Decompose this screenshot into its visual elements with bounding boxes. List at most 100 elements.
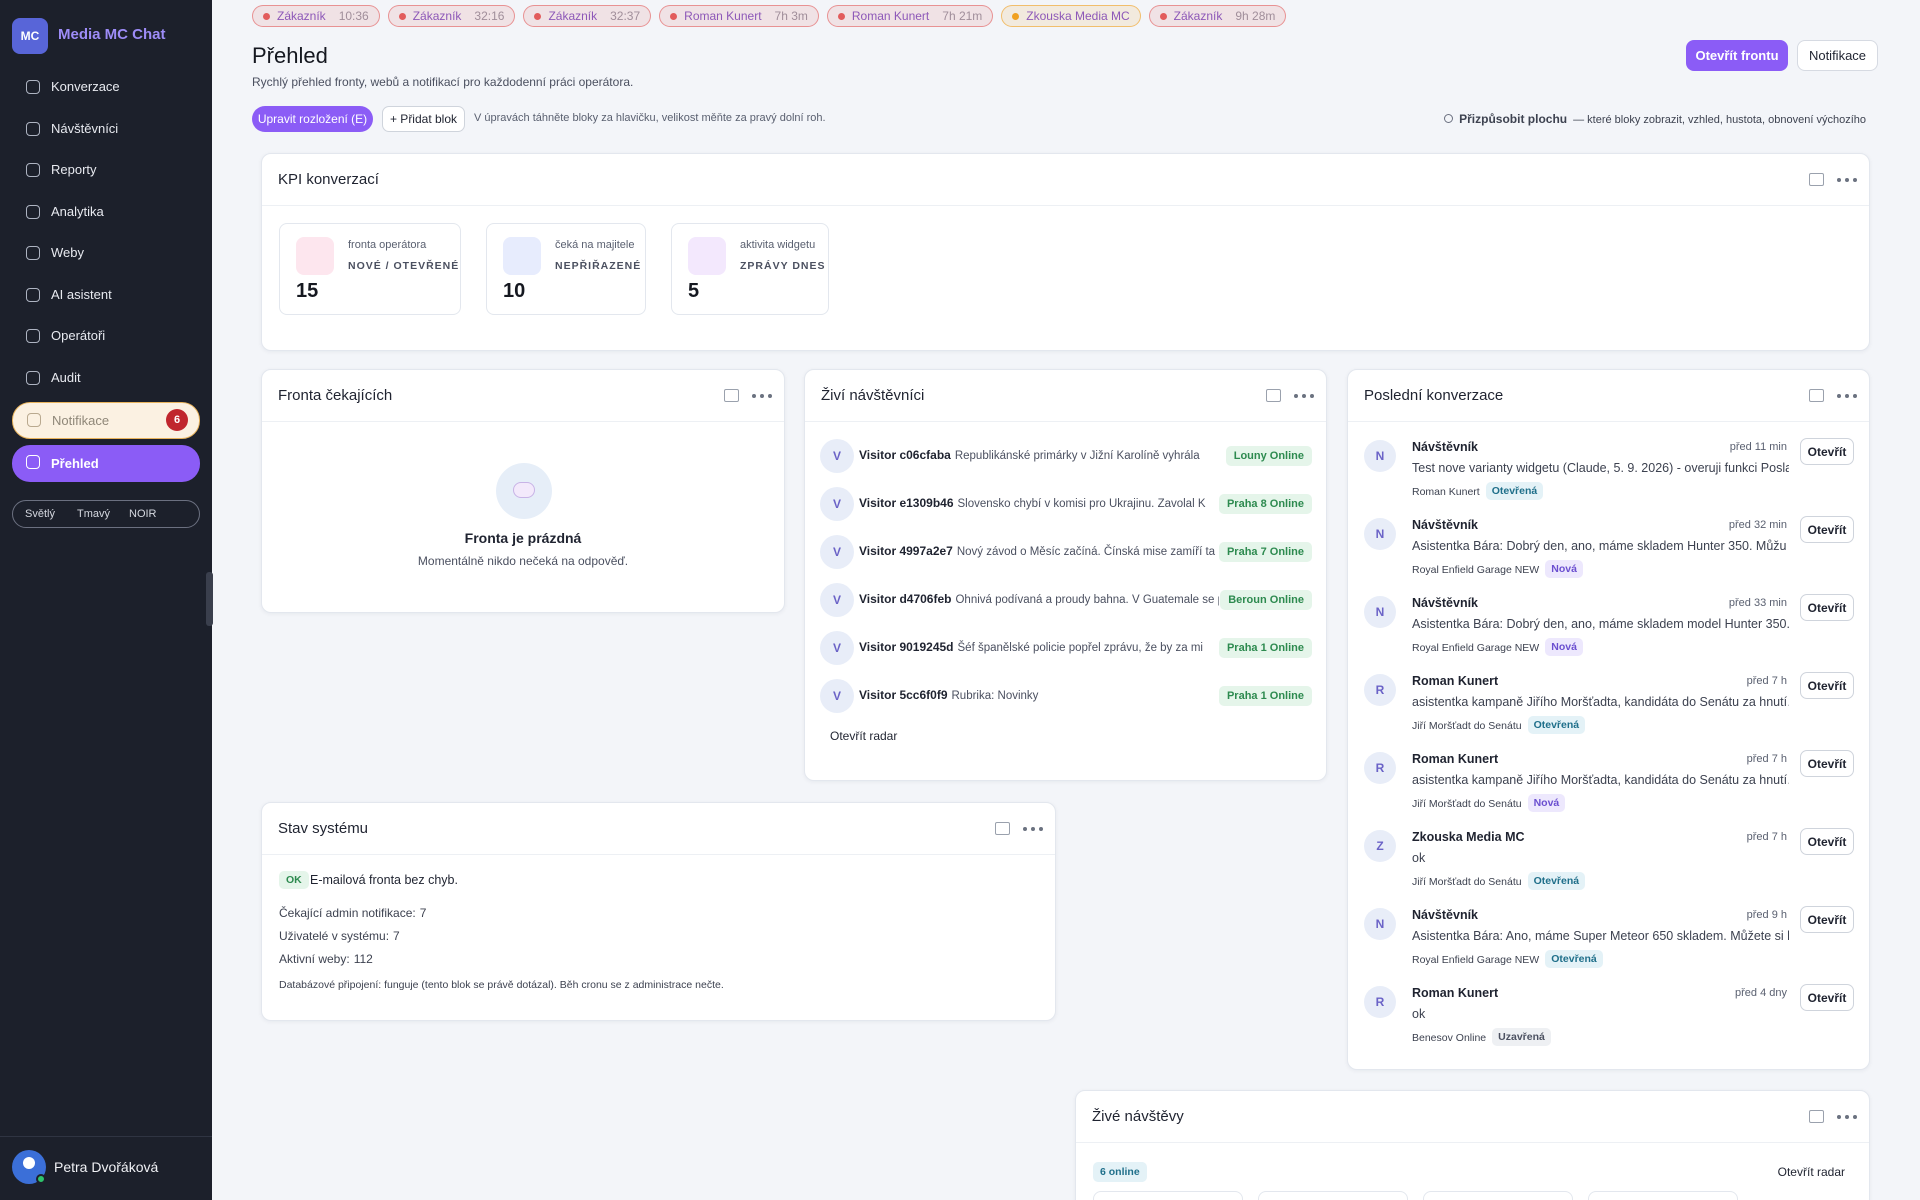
visitor-location: Praha 1 Online [1218, 638, 1312, 658]
open-radar-link[interactable]: Otevřít radar [830, 729, 898, 743]
open-button[interactable]: Otevřít [1800, 906, 1854, 933]
nav-item[interactable]: Operátoři [12, 319, 200, 353]
nav-label: Notifikace [52, 413, 110, 428]
open-button[interactable]: Otevřít [1800, 828, 1854, 855]
visitor-name: Visitor d4706feb [859, 592, 952, 606]
chat-tab[interactable]: Zákazník 32:16 [387, 5, 516, 27]
visitor-line[interactable]: Visitor c06cfaba Republikánské primárky v… [859, 448, 1219, 462]
more-menu[interactable] [1023, 827, 1043, 831]
notifications-button[interactable]: Notifikace [1797, 40, 1878, 71]
sidebar-handle[interactable] [206, 572, 213, 626]
visitor-page: Nový závod o Měsíc začíná. Čínská mise z… [956, 546, 1216, 558]
conversation-site: Benesov Online [1412, 1032, 1487, 1044]
conversation-message: Test nove varianty widgetu (Claude, 5. 9… [1412, 461, 1789, 475]
edit-layout-button[interactable]: Upravit rozložení (E) [252, 106, 373, 132]
add-block-button[interactable]: + Přidat blok [382, 106, 465, 132]
conversation-name[interactable]: Návštěvník [1412, 908, 1479, 922]
menu-dot [1853, 394, 1857, 398]
nav-item[interactable]: Audit [12, 361, 200, 395]
stat-value: 112 [353, 952, 373, 966]
tab-time: 32:37 [610, 9, 641, 23]
layout-hint: V úpravách táhněte bloky za hlavičku, ve… [474, 112, 826, 124]
conversation-name[interactable]: Zkouska Media MC [1412, 830, 1525, 844]
conversation-avatar: N [1364, 518, 1396, 550]
conversation-name[interactable]: Roman Kunert [1412, 674, 1499, 688]
user-avatar [12, 1150, 46, 1184]
comment-icon[interactable] [1809, 1110, 1824, 1123]
chat-tab[interactable]: Zákazník 9h 28m [1148, 5, 1287, 27]
tab-label: Zákazník [412, 9, 462, 23]
comment-icon[interactable] [724, 389, 739, 402]
chat-tab[interactable]: Roman Kunert 7h 3m [659, 5, 819, 27]
visitor-line[interactable]: Visitor 5cc6f0f9 Rubrika: Novinky [859, 688, 1219, 702]
menu-dot [1845, 1115, 1849, 1119]
visitor-name: Visitor 9019245d [859, 640, 954, 654]
open-button[interactable]: Otevřít [1800, 750, 1854, 777]
nav-item[interactable]: Weby [12, 236, 200, 270]
kpi-card: fronta operátora NOVÉ / OTEVŘENÉ 15 [279, 223, 461, 315]
visitor-location: Praha 1 Online [1218, 686, 1312, 706]
visitor-line[interactable]: Visitor d4706feb Ohnivá podívaná a proudy… [859, 592, 1219, 606]
nav-item[interactable]: Návštěvníci [12, 112, 200, 146]
comment-icon[interactable] [1809, 389, 1824, 402]
visitor-line[interactable]: Visitor 9019245d Šéf španělské policie po… [859, 640, 1219, 654]
more-menu[interactable] [1837, 394, 1857, 398]
nav-current[interactable]: Přehled [12, 445, 200, 482]
open-button[interactable]: Otevřít [1800, 984, 1854, 1011]
theme-option[interactable]: NOIR [129, 508, 157, 520]
chat-tab[interactable]: Zkouska Media MC [1001, 5, 1141, 27]
conversation-avatar: N [1364, 596, 1396, 628]
panel-title: KPI konverzací [278, 171, 379, 188]
conversation-name[interactable]: Roman Kunert [1412, 986, 1499, 1000]
empty-text: Momentálně nikdo nečeká na odpověď. [417, 554, 629, 568]
conversation-message: asistentka kampaně Jiřího Moršťadta, kan… [1412, 695, 1789, 709]
kpi-value: 15 [296, 280, 319, 302]
conversation-name[interactable]: Návštěvník [1412, 518, 1479, 532]
open-button[interactable]: Otevřít [1800, 516, 1854, 543]
visitor-line[interactable]: Visitor e1309b46 Slovensko chybí v komisi… [859, 496, 1219, 510]
tab-label: Roman Kunert [684, 9, 762, 23]
chat-tab[interactable]: Zákazník 32:37 [523, 5, 652, 27]
open-button[interactable]: Otevřít [1800, 438, 1854, 465]
user-name[interactable]: Petra Dvořáková [54, 1159, 159, 1175]
nav-item[interactable]: Analytika [12, 195, 200, 229]
more-menu[interactable] [1837, 178, 1857, 182]
stat-value: 7 [419, 906, 427, 920]
nav-notifications[interactable]: Notifikace 6 [12, 402, 200, 439]
comment-icon[interactable] [995, 822, 1010, 835]
open-queue-button[interactable]: Otevřít frontu [1686, 40, 1788, 71]
open-button[interactable]: Otevřít [1800, 594, 1854, 621]
conversation-site: Jiří Moršťadt do Senátu [1412, 876, 1522, 888]
kpi-value: 10 [503, 280, 526, 302]
comment-icon[interactable] [1809, 173, 1824, 186]
menu-dot [768, 394, 772, 398]
visit-card [1423, 1191, 1573, 1200]
conversation-name[interactable]: Návštěvník [1412, 596, 1479, 610]
customize[interactable]: Přizpůsobit plochu — které bloky zobrazit… [1444, 112, 1866, 126]
online-badge: 6 online [1093, 1162, 1147, 1182]
nav-item[interactable]: Reporty [12, 153, 200, 187]
nav-item[interactable]: Konverzace [12, 70, 200, 104]
stat-label: Čekající admin notifikace: [279, 906, 416, 920]
more-menu[interactable] [1294, 394, 1314, 398]
chat-tab[interactable]: Roman Kunert 7h 21m [826, 5, 994, 27]
nav-item[interactable]: AI asistent [12, 278, 200, 312]
more-menu[interactable] [752, 394, 772, 398]
open-radar-link[interactable]: Otevřít radar [1777, 1165, 1845, 1179]
conversation-name[interactable]: Návštěvník [1412, 440, 1479, 454]
nav-label: Přehled [51, 456, 99, 471]
conversation-name[interactable]: Roman Kunert [1412, 752, 1499, 766]
open-button[interactable]: Otevřít [1800, 672, 1854, 699]
tab-label: Roman Kunert [851, 9, 930, 23]
visitor-line[interactable]: Visitor 4997a2e7 Nový závod o Měsíc začín… [859, 544, 1219, 558]
stat-value: 7 [393, 929, 400, 943]
theme-option[interactable]: Světlý [25, 508, 55, 520]
theme-option[interactable]: Tmavý [77, 508, 110, 520]
comment-icon[interactable] [1266, 389, 1281, 402]
tab-label: Zkouska Media MC [1026, 9, 1130, 23]
tab-time: 7h 3m [774, 9, 808, 23]
stat-line: Uživatelé v systému: 7 [279, 929, 400, 943]
conversation-time: před 11 min [1729, 441, 1787, 453]
chat-tab[interactable]: Zákazník 10:36 [252, 5, 380, 27]
more-menu[interactable] [1837, 1115, 1857, 1119]
